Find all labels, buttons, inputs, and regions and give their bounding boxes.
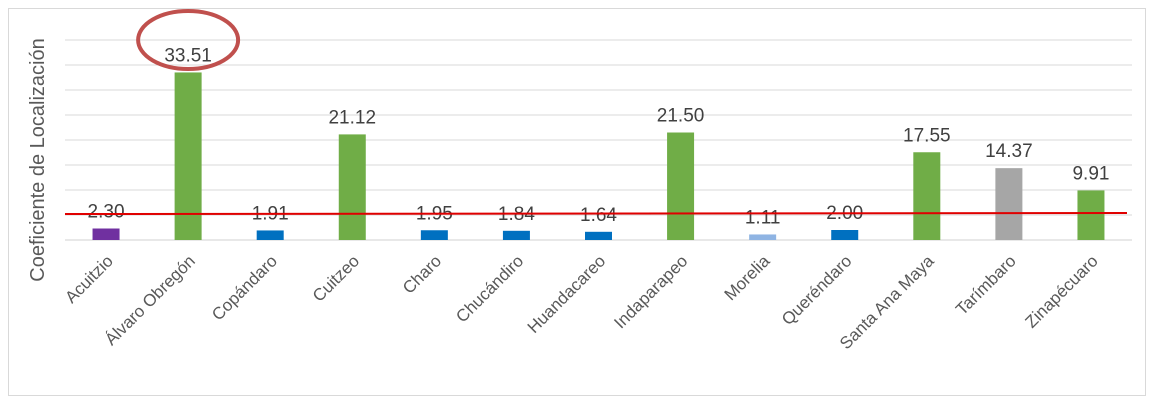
chart-frame: [8, 8, 1146, 396]
x-tick-label: Zinapécuaro: [1022, 251, 1102, 331]
x-tick-label: Queréndaro: [778, 251, 856, 329]
data-label: 1.11: [745, 207, 781, 228]
bar: [913, 152, 941, 240]
bar: [585, 231, 612, 240]
data-label: 33.51: [164, 45, 212, 66]
bar: [995, 168, 1023, 240]
x-tick-label: Cuitzeo: [309, 251, 363, 305]
data-label: 9.91: [1072, 163, 1109, 184]
bar: [831, 230, 859, 240]
bar: [92, 228, 120, 240]
data-label: 1.64: [580, 205, 617, 226]
reference-line: [64, 212, 1128, 215]
bar: [256, 230, 284, 240]
x-tick-label: Copándaro: [208, 251, 281, 324]
highlight-ellipse: [136, 9, 241, 71]
x-tick-label: Tarímbaro: [952, 251, 1020, 319]
x-tick-label: Huandacareo: [524, 251, 610, 337]
x-tick-label: Chucándiro: [452, 251, 527, 326]
bar: [667, 132, 695, 240]
data-label: 17.55: [903, 125, 951, 146]
x-tick-label: Morelia: [721, 251, 774, 304]
x-tick-label: Acuitzio: [61, 251, 117, 307]
bar: [338, 134, 366, 240]
data-label: 21.12: [328, 107, 376, 128]
x-tick-label: Indaparapeo: [610, 251, 691, 332]
bar: [174, 72, 202, 240]
x-tick-label: Álvaro Obregón: [101, 251, 199, 349]
x-tick-label: Charo: [399, 251, 445, 297]
bar: [749, 234, 777, 240]
bar: [1077, 190, 1105, 240]
data-label: 14.37: [985, 141, 1033, 162]
bar: [420, 230, 448, 240]
data-label: 21.50: [657, 106, 705, 127]
bars: [92, 72, 1105, 240]
y-axis-label: Coeficiente de Localización: [27, 38, 49, 282]
bar: [502, 230, 530, 240]
data-label: 2.30: [88, 202, 125, 223]
gridlines: [65, 39, 1132, 241]
